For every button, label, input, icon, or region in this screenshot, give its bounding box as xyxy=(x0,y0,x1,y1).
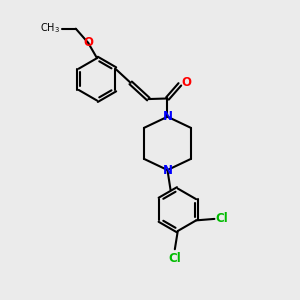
Text: CH$_3$: CH$_3$ xyxy=(40,21,60,35)
Text: N: N xyxy=(163,110,172,123)
Text: Cl: Cl xyxy=(169,252,181,265)
Text: O: O xyxy=(83,36,93,49)
Text: N: N xyxy=(163,164,172,176)
Text: O: O xyxy=(182,76,192,89)
Text: Cl: Cl xyxy=(216,212,228,225)
